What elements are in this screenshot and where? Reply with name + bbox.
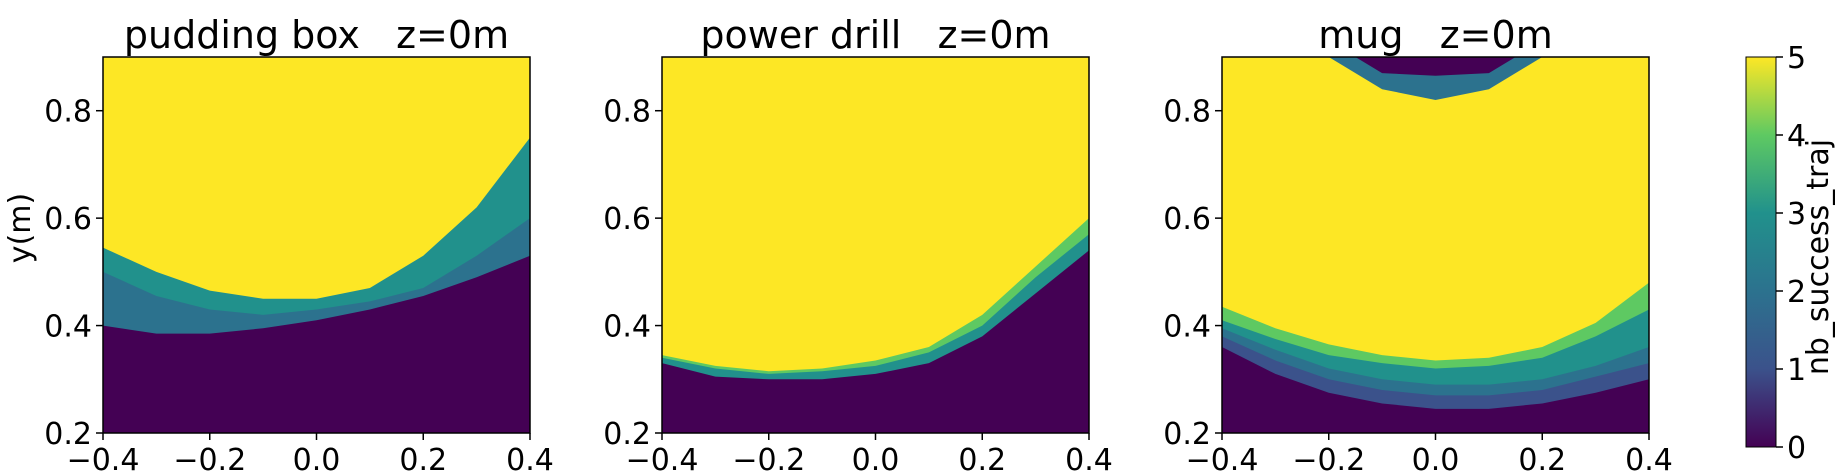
y-tick-label: 0.2	[603, 417, 651, 452]
panel-title: pudding box z=0m	[124, 13, 509, 57]
panel-pudding-box: pudding box z=0m −0.4 −0.2 0.0 0.2 0.4 0.2 0.4 0…	[44, 13, 554, 474]
y-tick-label: 0.8	[603, 95, 651, 130]
x-tick-label: 0.2	[1518, 443, 1566, 474]
x-tick-label: 0.4	[506, 443, 554, 474]
colorbar-tick-label: 2	[1787, 275, 1806, 310]
y-tick-label: 0.4	[1163, 310, 1211, 345]
heatmap-area	[103, 57, 530, 433]
panel-title: power drill z=0m	[700, 13, 1050, 57]
x-tick-label: 0.4	[1065, 443, 1113, 474]
y-tick-label: 0.8	[44, 95, 92, 130]
colorbar-tick-label: 0	[1787, 431, 1806, 466]
heatmap-region-5	[1222, 57, 1649, 361]
x-tick-label: −0.4	[626, 443, 699, 474]
x-tick-label: −0.4	[67, 443, 140, 474]
y-tick-label: 0.6	[1163, 202, 1211, 237]
y-tick-label: 0.2	[44, 417, 92, 452]
colorbar: 0 1 2 3 4 5 nb_success_traj	[1745, 41, 1836, 466]
y-tick-label: 0.6	[603, 202, 651, 237]
panel-power-drill: power drill z=0m −0.4 −0.2 0.0 0.2 0.4 0.2 0.4 0…	[603, 13, 1113, 474]
y-tick-label: 0.4	[44, 310, 92, 345]
heatmap-area	[1222, 57, 1649, 433]
y-tick-label: 0.6	[44, 202, 92, 237]
colorbar-ticks: 0 1 2 3 4 5	[1776, 41, 1806, 466]
colorbar-tick-label: 3	[1787, 197, 1806, 232]
x-tick-label: −0.2	[173, 443, 246, 474]
x-tick-label: 0.0	[852, 443, 900, 474]
panel-title: mug z=0m	[1318, 13, 1552, 57]
colorbar-tick-label: 1	[1787, 353, 1806, 388]
heatmap-area	[662, 57, 1089, 433]
x-tick-label: 0.0	[293, 443, 341, 474]
x-tick-label: −0.2	[1292, 443, 1365, 474]
x-tick-label: 0.0	[1412, 443, 1460, 474]
x-tick-label: 0.2	[958, 443, 1006, 474]
colorbar-tick-label: 5	[1787, 41, 1806, 76]
colorbar-gradient	[1745, 56, 1777, 448]
y-tick-label: 0.2	[1163, 417, 1211, 452]
colorbar-label: nb_success_traj	[1801, 139, 1836, 375]
y-tick-label: 0.8	[1163, 95, 1211, 130]
x-tick-label: 0.4	[1625, 443, 1673, 474]
colorbar-tick-label: 4	[1787, 119, 1806, 154]
heatmap-region-5	[103, 57, 530, 299]
y-tick-label: 0.4	[603, 310, 651, 345]
x-tick-label: −0.4	[1186, 443, 1259, 474]
x-tick-label: −0.2	[732, 443, 805, 474]
panel-mug: mug z=0m −0.4 −0.2 0.0 0.2 0.4 0.2 0.4 0.6 0.8	[1163, 13, 1673, 474]
heatmap-top-region-0	[1355, 57, 1516, 76]
y-axis-label: y(m)	[3, 193, 38, 263]
x-tick-label: 0.2	[399, 443, 447, 474]
heatmap-region-5	[662, 57, 1089, 372]
